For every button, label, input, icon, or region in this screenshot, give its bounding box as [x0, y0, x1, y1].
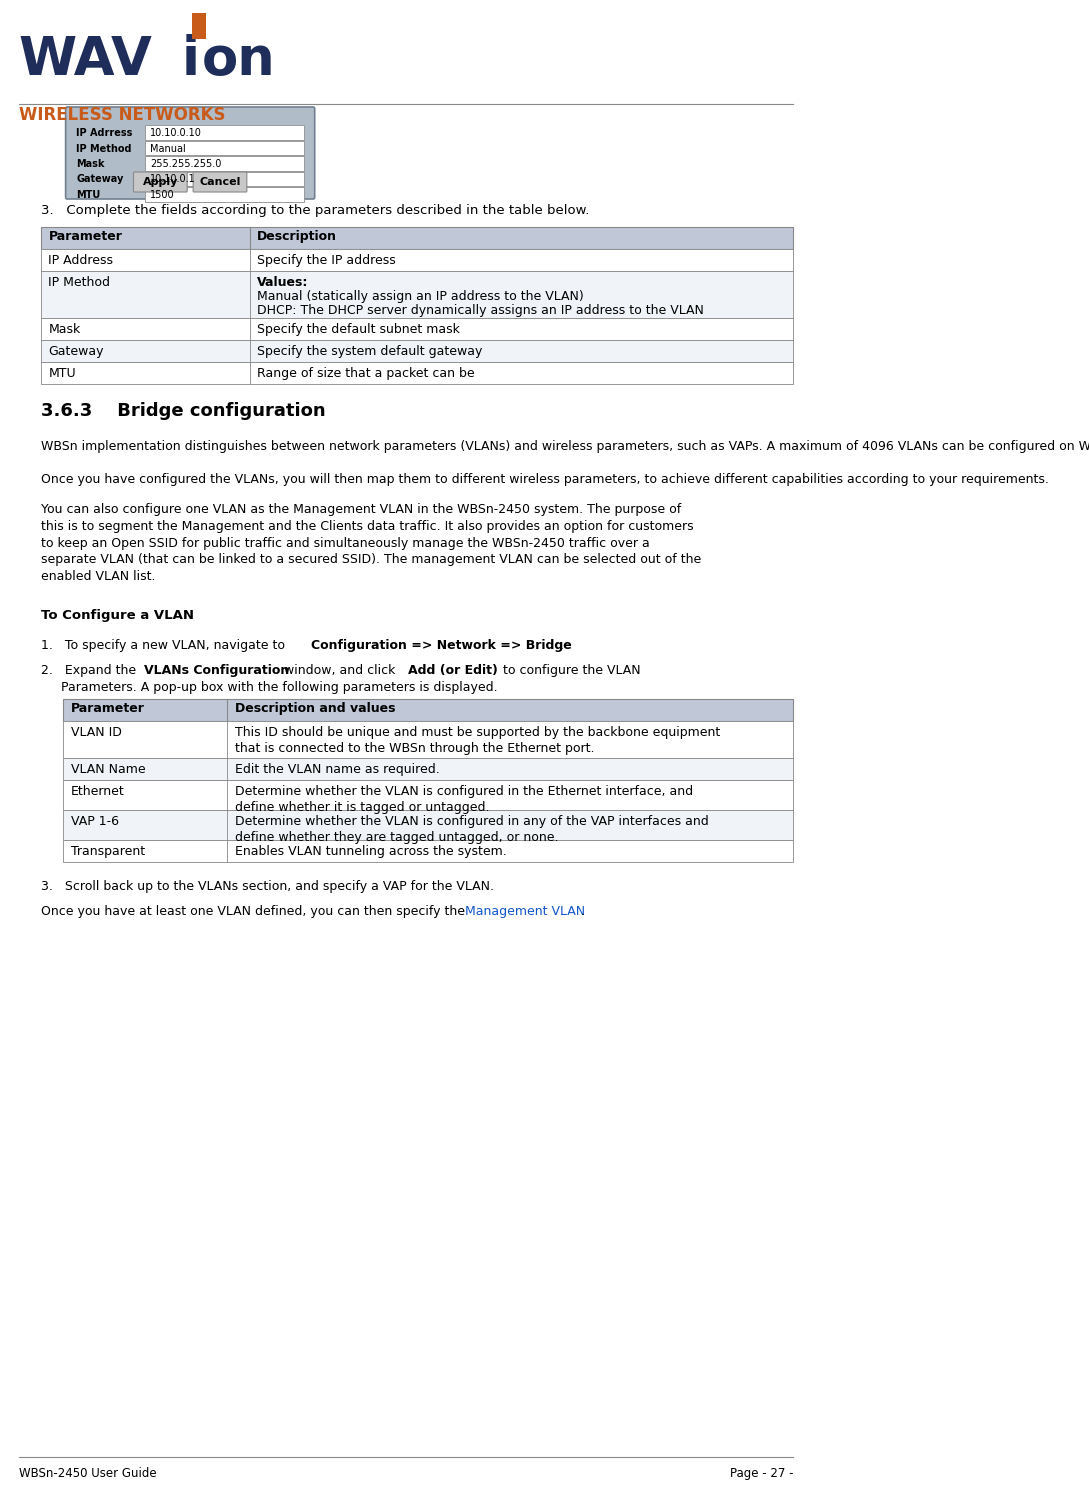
- Text: 255.255.255.0: 255.255.255.0: [150, 158, 221, 169]
- Text: IP Method: IP Method: [49, 276, 110, 290]
- Bar: [146, 140, 304, 155]
- Text: MTU: MTU: [49, 367, 76, 380]
- Text: Description and values: Description and values: [235, 702, 395, 715]
- FancyBboxPatch shape: [193, 172, 247, 192]
- Text: Description: Description: [257, 229, 338, 243]
- Text: Mask: Mask: [76, 158, 105, 169]
- Text: define whether they are tagged untagged, or none.: define whether they are tagged untagged,…: [235, 830, 559, 844]
- Text: Edit the VLAN name as required.: Edit the VLAN name as required.: [235, 764, 440, 776]
- Text: 3.   Complete the fields according to the parameters described in the table belo: 3. Complete the fields according to the …: [41, 204, 589, 217]
- Text: IP Method: IP Method: [76, 143, 132, 154]
- Text: Add (or Edit): Add (or Edit): [408, 664, 498, 678]
- Bar: [146, 172, 304, 186]
- Text: Apply: Apply: [143, 177, 178, 187]
- Bar: [63, 758, 794, 780]
- Bar: [41, 272, 794, 318]
- Text: Determine whether the VLAN is configured in the Ethernet interface, and: Determine whether the VLAN is configured…: [235, 785, 693, 798]
- Text: Once you have at least one VLAN defined, you can then specify the: Once you have at least one VLAN defined,…: [41, 905, 469, 917]
- Text: on: on: [201, 35, 276, 86]
- Text: 1.   To specify a new VLAN, navigate to: 1. To specify a new VLAN, navigate to: [41, 638, 289, 652]
- Text: to configure the VLAN: to configure the VLAN: [499, 664, 640, 678]
- Text: 10.10.0.10: 10.10.0.10: [150, 128, 201, 137]
- Bar: [63, 780, 794, 810]
- Text: VLANs Configuration: VLANs Configuration: [144, 664, 290, 678]
- Bar: [193, 14, 206, 39]
- Text: Specify the IP address: Specify the IP address: [257, 254, 396, 267]
- Text: 3.6.3    Bridge configuration: 3.6.3 Bridge configuration: [41, 401, 326, 420]
- Bar: [63, 841, 794, 862]
- Text: DHCP: The DHCP server dynamically assigns an IP address to the VLAN: DHCP: The DHCP server dynamically assign…: [257, 303, 705, 317]
- Text: IP Address: IP Address: [49, 254, 113, 267]
- Text: this is to segment the Management and the Clients data traffic. It also provides: this is to segment the Management and th…: [41, 519, 694, 533]
- Text: define whether it is tagged or untagged.: define whether it is tagged or untagged.: [235, 801, 489, 813]
- Bar: [41, 249, 794, 272]
- Text: Gateway: Gateway: [49, 346, 103, 358]
- Text: enabled VLAN list.: enabled VLAN list.: [41, 570, 156, 582]
- Text: 3.   Scroll back up to the VLANs section, and specify a VAP for the VLAN.: 3. Scroll back up to the VLANs section, …: [41, 880, 494, 893]
- Text: Transparent: Transparent: [71, 845, 145, 857]
- Bar: [41, 226, 794, 249]
- Text: IP Adrress: IP Adrress: [76, 128, 133, 137]
- Text: Ethernet: Ethernet: [71, 785, 124, 798]
- Text: WBSn-2450 User Guide: WBSn-2450 User Guide: [19, 1467, 156, 1480]
- Text: window, and click: window, and click: [280, 664, 399, 678]
- Text: Parameter: Parameter: [71, 702, 145, 715]
- Bar: [146, 187, 304, 202]
- Bar: [63, 810, 794, 841]
- Text: Gateway: Gateway: [76, 175, 123, 184]
- Bar: [63, 721, 794, 758]
- Text: .: .: [560, 638, 564, 652]
- Bar: [41, 340, 794, 362]
- Text: Configuration => Network => Bridge: Configuration => Network => Bridge: [311, 638, 572, 652]
- Bar: [146, 125, 304, 139]
- Text: Parameters. A pop-up box with the following parameters is displayed.: Parameters. A pop-up box with the follow…: [41, 681, 498, 694]
- Text: MTU: MTU: [76, 190, 100, 201]
- Text: To Configure a VLAN: To Configure a VLAN: [41, 610, 194, 622]
- Text: Values:: Values:: [257, 276, 308, 290]
- Text: WIRELESS NETWORKS: WIRELESS NETWORKS: [19, 106, 225, 124]
- Text: that is connected to the WBSn through the Ethernet port.: that is connected to the WBSn through th…: [235, 741, 595, 754]
- Text: Parameter: Parameter: [49, 229, 122, 243]
- Bar: [63, 699, 794, 721]
- Text: You can also configure one VLAN as the Management VLAN in the WBSn-2450 system. : You can also configure one VLAN as the M…: [41, 502, 682, 516]
- Bar: [146, 155, 304, 171]
- FancyBboxPatch shape: [134, 172, 187, 192]
- Text: Range of size that a packet can be: Range of size that a packet can be: [257, 367, 475, 380]
- Text: 2.   Expand the: 2. Expand the: [41, 664, 140, 678]
- Text: WBSn implementation distinguishes between network parameters (VLANs) and wireles: WBSn implementation distinguishes betwee…: [41, 441, 1089, 453]
- Bar: [41, 318, 794, 340]
- Text: 10.10.0.1: 10.10.0.1: [150, 175, 196, 184]
- Text: Manual (statically assign an IP address to the VLAN): Manual (statically assign an IP address …: [257, 290, 584, 303]
- Text: .: .: [580, 905, 584, 917]
- Text: VLAN Name: VLAN Name: [71, 764, 146, 776]
- Text: Specify the default subnet mask: Specify the default subnet mask: [257, 323, 461, 337]
- Text: 1500: 1500: [150, 190, 174, 201]
- Text: VAP 1-6: VAP 1-6: [71, 815, 119, 828]
- Text: WAV: WAV: [19, 35, 152, 86]
- Text: Enables VLAN tunneling across the system.: Enables VLAN tunneling across the system…: [235, 845, 506, 857]
- Text: Manual: Manual: [150, 143, 185, 154]
- Text: i: i: [181, 35, 199, 86]
- Text: to keep an Open SSID for public traffic and simultaneously manage the WBSn-2450 : to keep an Open SSID for public traffic …: [41, 537, 650, 549]
- Text: separate VLAN (that can be linked to a secured SSID). The management VLAN can be: separate VLAN (that can be linked to a s…: [41, 554, 701, 566]
- Text: Once you have configured the VLANs, you will then map them to different wireless: Once you have configured the VLANs, you …: [41, 472, 1049, 486]
- Text: This ID should be unique and must be supported by the backbone equipment: This ID should be unique and must be sup…: [235, 726, 720, 739]
- Text: Cancel: Cancel: [199, 177, 241, 187]
- Bar: [41, 362, 794, 383]
- Text: Mask: Mask: [49, 323, 81, 337]
- Text: Management VLAN: Management VLAN: [465, 905, 585, 917]
- Text: VLAN ID: VLAN ID: [71, 726, 122, 739]
- Text: Page - 27 -: Page - 27 -: [730, 1467, 794, 1480]
- Text: Determine whether the VLAN is configured in any of the VAP interfaces and: Determine whether the VLAN is configured…: [235, 815, 709, 828]
- FancyBboxPatch shape: [65, 107, 315, 199]
- Text: Specify the system default gateway: Specify the system default gateway: [257, 346, 482, 358]
